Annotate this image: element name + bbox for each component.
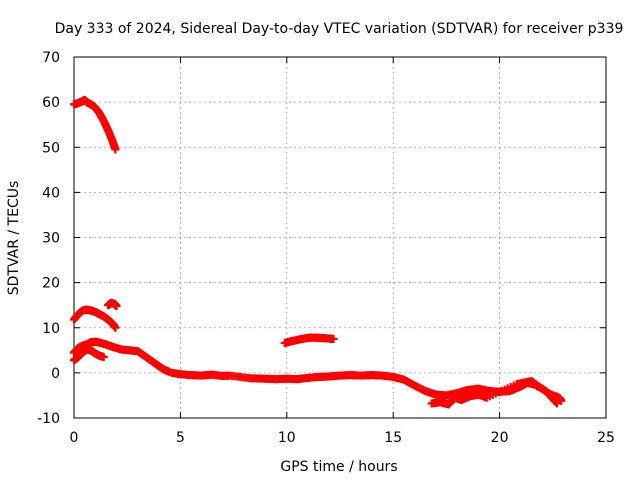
x-tick-label: 0	[70, 430, 79, 446]
x-axis-label: GPS time / hours	[280, 459, 397, 475]
data-point	[329, 335, 338, 344]
series-track-low-1	[70, 337, 174, 376]
axis-tick-labels: 0 5 10 15 20 25 -10 0 10 20 30 40 50 60 70	[37, 50, 615, 446]
y-tick-label: 50	[42, 140, 60, 156]
y-tick-label: 0	[51, 366, 60, 382]
data-point	[551, 398, 560, 407]
y-tick-label: 60	[42, 95, 60, 111]
data-point	[112, 302, 121, 311]
x-tick-label: 20	[491, 430, 509, 446]
y-tick-label: -10	[37, 411, 60, 427]
y-tick-label: 30	[42, 231, 60, 247]
x-tick-label: 15	[384, 430, 402, 446]
y-axis-label: SDTVAR / TECUs	[6, 181, 22, 296]
axis-ticks	[73, 56, 607, 419]
y-tick-label: 10	[42, 321, 60, 337]
x-tick-label: 25	[597, 430, 615, 446]
series-track-main-scatter	[427, 376, 562, 409]
data-point	[99, 353, 108, 362]
y-tick-label: 40	[42, 185, 60, 201]
y-tick-label: 70	[42, 50, 60, 66]
x-tick-label: 10	[278, 430, 296, 446]
data-point	[111, 323, 120, 332]
chart-title: Day 333 of 2024, Sidereal Day-to-day VTE…	[55, 21, 624, 37]
series-track-bump	[280, 333, 338, 348]
x-tick-label: 5	[176, 430, 185, 446]
y-tick-label: 20	[42, 276, 60, 292]
series-track-mid-1	[70, 305, 120, 332]
data-series	[70, 95, 566, 409]
series-track-high-1	[70, 95, 120, 154]
series-track-mid-2	[104, 298, 121, 311]
series-track-low-2	[70, 345, 108, 365]
data-point	[111, 145, 120, 154]
data-point	[553, 399, 562, 408]
